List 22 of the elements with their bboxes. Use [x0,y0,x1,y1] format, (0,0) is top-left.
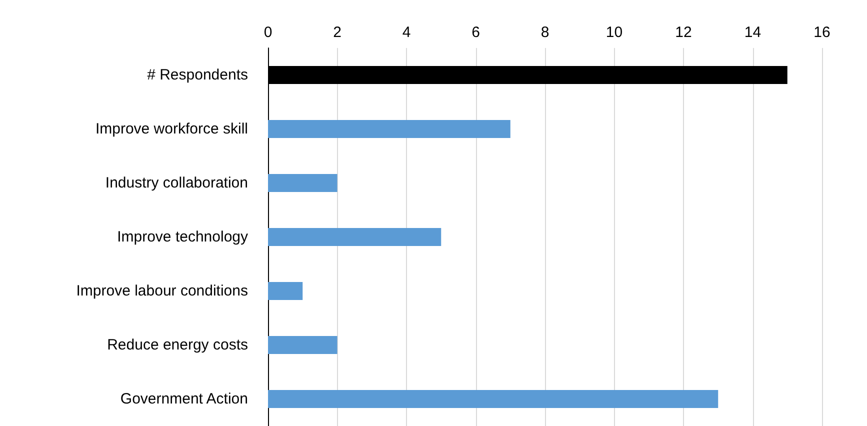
x-tick-label: 12 [675,24,692,41]
y-tick-label: Improve labour conditions [76,282,248,300]
x-tick-label: 14 [744,24,762,41]
y-tick-label: # Respondents [147,66,248,84]
x-tick-label: 6 [472,24,480,41]
x-tick-label: 16 [814,24,830,41]
y-tick-label: Reduce energy costs [107,336,248,354]
y-tick-label: Improve workforce skill [95,120,248,138]
bar [268,282,303,300]
x-tick-label: 8 [540,24,550,41]
bar [268,228,442,246]
bar [268,174,338,192]
x-tick-label: 10 [606,24,623,41]
bar [268,120,510,138]
x-tick-label: 4 [402,24,411,41]
bar [268,336,338,354]
y-tick-label: Government Action [120,390,248,408]
x-tick-label: 0 [264,24,272,41]
x-tick-label: 2 [333,24,342,41]
y-tick-label: Improve technology [117,228,248,246]
y-tick-label: Industry collaboration [105,174,248,192]
bar [268,390,718,408]
